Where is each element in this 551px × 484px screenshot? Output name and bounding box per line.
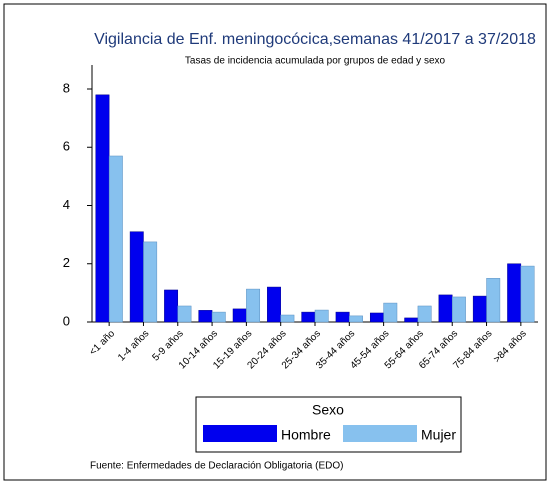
bar [246, 288, 261, 323]
bar [417, 305, 432, 323]
bar [314, 309, 329, 323]
source-note: Fuente: Enfermedades de Declaración Obli… [90, 461, 343, 472]
legend-swatch [203, 425, 277, 442]
bar [349, 315, 363, 323]
bar [198, 310, 213, 323]
bar [520, 265, 535, 323]
legend-box [195, 396, 462, 453]
bar [383, 302, 398, 323]
legend-label: Hombre [281, 427, 331, 443]
bar [472, 295, 487, 323]
bar [177, 305, 192, 323]
chart-subtitle: Tasas de incidencia acumulada por grupos… [185, 56, 446, 67]
bar [335, 311, 350, 323]
y-tick-label: 4 [63, 197, 70, 212]
bar [129, 231, 144, 323]
bar [164, 289, 179, 323]
y-tick-label: 8 [63, 80, 70, 95]
bar [267, 286, 281, 323]
bar [211, 311, 226, 323]
legend-swatch [343, 425, 417, 442]
chart-title: Vigilancia de Enf. meningocócica,semanas… [94, 31, 536, 48]
bar [438, 294, 453, 323]
bar [280, 314, 295, 323]
bar [451, 296, 466, 323]
bar [108, 155, 123, 323]
bar [232, 308, 247, 323]
y-tick-label: 6 [63, 139, 70, 154]
bar [369, 312, 384, 323]
y-tick-label: 0 [63, 313, 70, 328]
bar [507, 263, 522, 323]
y-tick-label: 2 [63, 255, 70, 270]
bar [95, 94, 110, 323]
bar [486, 278, 501, 323]
bar [143, 241, 158, 323]
legend-title: Sexo [312, 402, 344, 418]
bar [301, 311, 316, 323]
bar [404, 317, 419, 323]
legend-label: Mujer [421, 427, 456, 443]
